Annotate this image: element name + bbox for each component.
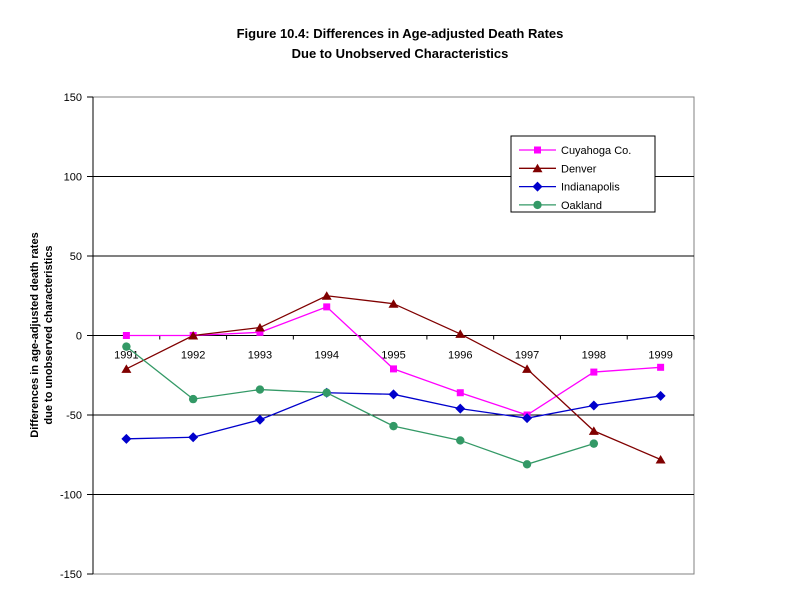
series-marker-oakland [322, 388, 331, 397]
series-marker-indianapolis [522, 413, 533, 424]
series-marker-denver [588, 426, 599, 435]
series-marker-denver [455, 329, 466, 338]
legend-label-cuyahoga-co-: Cuyahoga Co. [561, 145, 631, 157]
series-line-oakland [125, 346, 595, 465]
legend-marker-oakland [533, 200, 542, 210]
legend-marker-cuyahoga-co- [534, 146, 541, 154]
series-marker-cuyahoga-co- [590, 368, 598, 376]
x-tick-label: 1995 [381, 350, 405, 362]
x-tick-label: 1998 [582, 350, 606, 362]
series-line-indianapolis [126, 392, 661, 440]
series-marker-cuyahoga-co- [657, 363, 665, 371]
series-marker-denver [121, 364, 132, 373]
series-marker-denver [655, 455, 666, 464]
series-marker-oakland [522, 460, 532, 469]
chart-title-line1: Figure 10.4: Differences in Age-adjusted… [236, 26, 564, 41]
series-marker-cuyahoga-co- [390, 365, 397, 373]
series-marker-oakland [122, 342, 131, 351]
legend-label-indianapolis: Indianapolis [561, 182, 620, 194]
series-marker-indianapolis [254, 414, 265, 425]
series-marker-cuyahoga-co- [323, 303, 331, 311]
series-marker-oakland [255, 385, 265, 394]
x-tick-label: 1991 [114, 350, 138, 362]
series-marker-indianapolis [188, 432, 199, 443]
x-tick-label: 1997 [515, 350, 539, 362]
y-tick-label: -100 [60, 490, 82, 502]
series-marker-indianapolis [388, 389, 399, 400]
chart-title: Figure 10.4: Differences in Age-adjusted… [0, 24, 800, 64]
series-marker-oakland [456, 436, 465, 445]
x-tick-label: 1999 [648, 350, 672, 362]
y-tick-label: -150 [60, 569, 82, 581]
series-marker-denver [321, 291, 332, 300]
series-marker-indianapolis [655, 390, 666, 401]
legend-label-oakland: Oakland [561, 200, 602, 212]
series-marker-denver [388, 299, 399, 308]
chart-title-line2: Due to Unobserved Characteristics [291, 46, 509, 61]
x-tick-label: 1992 [181, 350, 205, 362]
series-line-denver [126, 295, 661, 461]
series-marker-oakland [589, 439, 599, 448]
x-tick-label: 1993 [248, 350, 272, 362]
series-marker-indianapolis [588, 400, 599, 411]
series-marker-denver [522, 364, 533, 373]
y-tick-label: -50 [66, 410, 82, 422]
legend-marker-indianapolis [532, 181, 543, 192]
y-tick-label: 100 [64, 172, 82, 184]
series-marker-cuyahoga-co- [122, 332, 130, 339]
y-tick-label: 0 [76, 331, 82, 343]
series-marker-cuyahoga-co- [456, 389, 464, 397]
series-marker-denver [188, 331, 199, 340]
series-marker-indianapolis [121, 433, 132, 444]
series-marker-denver [254, 323, 265, 332]
x-tick-label: 1996 [448, 350, 472, 362]
series-marker-oakland [389, 421, 398, 431]
series-marker-oakland [188, 394, 198, 404]
y-tick-label: 150 [64, 92, 82, 104]
series-marker-indianapolis [455, 403, 466, 414]
x-tick-label: 1994 [314, 350, 338, 362]
legend-label-denver: Denver [561, 163, 597, 175]
y-tick-label: 50 [70, 251, 82, 263]
legend-marker-denver [532, 163, 543, 173]
series-marker-cuyahoga-co- [256, 328, 264, 336]
